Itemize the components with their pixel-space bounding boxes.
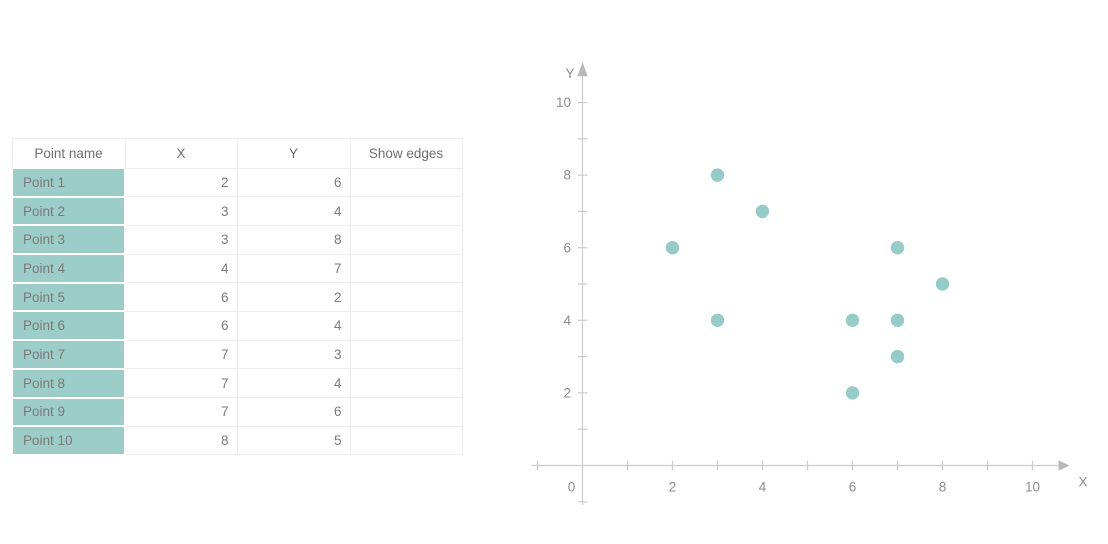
x-value-cell[interactable]: 2 (124, 167, 238, 198)
y-value-cell[interactable]: 6 (236, 167, 351, 198)
x-axis-tick-label: 6 (849, 480, 857, 495)
x-value-cell[interactable]: 6 (124, 310, 238, 341)
y-value-cell[interactable]: 4 (236, 368, 351, 398)
data-point-point-1[interactable] (665, 241, 680, 255)
x-value-cell[interactable]: 7 (124, 368, 238, 398)
column-header-show-edges: Show edges (349, 138, 463, 169)
x-axis-arrow-icon (1058, 460, 1070, 471)
show-edges-cell[interactable] (349, 253, 463, 284)
data-point-point-7[interactable] (890, 349, 905, 364)
data-point-point-4[interactable] (755, 204, 770, 219)
y-axis-tick-label: 4 (563, 313, 571, 328)
x-axis-tick-label: 10 (1025, 480, 1040, 495)
show-edges-cell[interactable] (349, 282, 463, 312)
data-point-point-6[interactable] (845, 313, 860, 327)
table-row: Point 10 8 5 (11, 425, 463, 456)
y-axis-arrow-icon (577, 62, 588, 77)
y-axis-title: Y (565, 66, 574, 81)
y-axis-tick-label: 8 (563, 168, 571, 183)
x-axis-title: X (1078, 475, 1087, 490)
point-name-cell[interactable]: Point 6 (11, 310, 126, 342)
x-value-cell[interactable]: 6 (124, 282, 238, 312)
point-name-cell[interactable]: Point 4 (11, 253, 126, 284)
data-point-point-3[interactable] (710, 168, 725, 182)
point-name-cell[interactable]: Point 9 (11, 396, 126, 428)
table-header-row: Point name X Y Show edges (11, 138, 463, 169)
y-axis-tick-label: 2 (563, 386, 571, 401)
y-axis-tick-label: 6 (563, 240, 571, 255)
point-name-cell[interactable]: Point 10 (11, 425, 126, 456)
x-axis-tick-label: 4 (759, 480, 767, 495)
data-point-point-2[interactable] (710, 313, 725, 327)
point-name-cell[interactable]: Point 7 (11, 339, 126, 370)
y-axis-tick-label: 10 (556, 95, 571, 110)
data-point-point-9[interactable] (890, 241, 905, 255)
point-name-cell[interactable]: Point 2 (11, 195, 126, 227)
table-header: Point name X Y Show edges (11, 138, 463, 169)
show-edges-cell[interactable] (349, 368, 463, 398)
show-edges-cell[interactable] (349, 339, 463, 370)
show-edges-cell[interactable] (349, 310, 463, 341)
x-value-cell[interactable]: 7 (124, 339, 238, 370)
point-name-cell[interactable]: Point 3 (11, 224, 126, 256)
point-name-cell[interactable]: Point 5 (11, 281, 126, 313)
point-name-cell[interactable]: Point 8 (11, 367, 126, 399)
y-value-cell[interactable]: 6 (236, 397, 351, 427)
y-value-cell[interactable]: 2 (236, 282, 351, 312)
data-point-point-10[interactable] (935, 277, 950, 291)
show-edges-cell[interactable] (349, 425, 463, 456)
x-axis-tick-label: 8 (939, 480, 947, 495)
show-edges-cell[interactable] (349, 397, 463, 427)
column-header-y: Y (236, 138, 351, 169)
y-value-cell[interactable]: 5 (236, 425, 351, 456)
y-value-cell[interactable]: 3 (236, 339, 351, 370)
origin-label: 0 (568, 480, 576, 495)
y-value-cell[interactable]: 4 (236, 196, 351, 226)
show-edges-cell[interactable] (349, 167, 463, 198)
y-value-cell[interactable]: 4 (236, 310, 351, 341)
column-header-point-name: Point name (11, 138, 126, 169)
point-name-cell[interactable]: Point 1 (11, 167, 126, 198)
show-edges-cell[interactable] (349, 196, 463, 226)
y-value-cell[interactable]: 8 (236, 224, 351, 255)
x-axis-tick-label: 2 (669, 480, 677, 495)
show-edges-cell[interactable] (349, 224, 463, 255)
data-point-point-8[interactable] (890, 313, 905, 327)
data-point-point-5[interactable] (845, 386, 860, 400)
x-value-cell[interactable]: 8 (124, 425, 238, 456)
